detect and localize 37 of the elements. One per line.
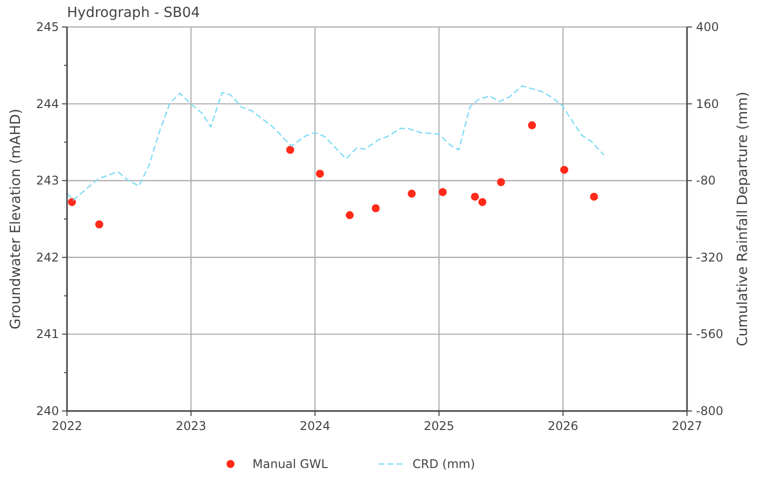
x-tick-label: 2025	[424, 419, 454, 433]
point	[372, 204, 380, 212]
y2-axis-title: Cumulative Rainfall Departure (mm)	[735, 92, 751, 346]
y2-tick-label: 400	[696, 20, 719, 34]
point	[590, 192, 598, 201]
y-tick-label: 244	[36, 96, 59, 111]
legend-label: CRD (mm)	[412, 457, 476, 471]
point	[528, 121, 536, 130]
y2-tick-label: -80	[696, 174, 716, 188]
y2-tick-label: -800	[696, 404, 724, 418]
point	[408, 190, 416, 198]
y-tick-label: 241	[36, 327, 59, 342]
point	[95, 220, 104, 228]
point	[470, 192, 479, 201]
x-tick-label: 2027	[672, 419, 702, 433]
x-tick-label: 2026	[548, 419, 578, 433]
y-tick-label: 245	[36, 20, 59, 34]
x-tick-label: 2023	[176, 419, 206, 433]
point	[346, 211, 354, 220]
y2-tick-label: 160	[696, 96, 719, 111]
point	[438, 188, 447, 196]
x-tick-label: 2022	[52, 419, 82, 433]
chart-title: Hydrograph - SB04	[67, 5, 200, 21]
y-tick-label: 240	[36, 404, 59, 418]
legend-label: Manual GWL	[252, 457, 328, 471]
point	[560, 166, 568, 174]
point	[316, 170, 324, 178]
y-tick-label: 242	[36, 250, 59, 264]
y2-tick-label: -320	[696, 250, 724, 264]
y-axis-title: Groundwater Elevation (mAHD)	[8, 108, 24, 330]
y2-tick-label: -560	[696, 327, 724, 342]
point	[68, 198, 76, 206]
y-tick-label: 243	[36, 174, 59, 188]
point	[286, 146, 294, 154]
point	[478, 198, 486, 206]
point	[497, 178, 505, 186]
x-tick-label: 2024	[300, 419, 330, 433]
